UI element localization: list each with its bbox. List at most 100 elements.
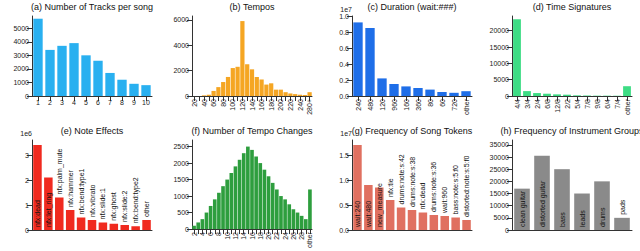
svg-text:0: 0	[185, 226, 189, 233]
svg-text:2000: 2000	[173, 67, 189, 74]
svg-text:nfx:slide:1: nfx:slide:1	[99, 188, 106, 220]
svg-text:(b) Tempos: (b) Tempos	[230, 2, 275, 12]
svg-text:drums:note:s:38: drums:note:s:38	[409, 157, 416, 207]
svg-text:0.2: 0.2	[339, 77, 349, 84]
svg-text:40: 40	[201, 99, 208, 107]
svg-text:0.5: 0.5	[339, 202, 349, 209]
svg-text:wait:960: wait:960	[441, 187, 448, 214]
svg-text:0.4: 0.4	[339, 61, 349, 68]
svg-text:9: 9	[132, 99, 136, 106]
svg-text:other: other	[143, 200, 150, 217]
svg-text:100: 100	[229, 99, 236, 111]
svg-text:nfx:dead: nfx:dead	[34, 200, 41, 227]
svg-text:20: 20	[265, 232, 272, 240]
svg-text:1.0: 1.0	[339, 177, 349, 184]
svg-text:2/2: 2/2	[564, 99, 571, 109]
svg-text:10000: 10000	[490, 202, 510, 209]
svg-text:(g) Frequency of Song Tokens: (g) Frequency of Song Tokens	[352, 126, 473, 136]
svg-text:60: 60	[439, 99, 446, 107]
svg-text:5/4: 5/4	[574, 99, 581, 109]
svg-text:24: 24	[282, 232, 289, 240]
svg-text:1.5: 1.5	[339, 152, 349, 159]
svg-text:6/4: 6/4	[604, 99, 611, 109]
svg-text:12: 12	[232, 232, 239, 240]
svg-text:3/4: 3/4	[524, 99, 531, 109]
svg-text:nfx:palm_mute: nfx:palm_mute	[56, 148, 64, 194]
svg-text:1000: 1000	[13, 79, 29, 86]
svg-text:20000: 20000	[490, 27, 510, 34]
svg-text:0.0: 0.0	[339, 227, 349, 234]
svg-text:2: 2	[191, 232, 198, 236]
svg-text:0: 0	[25, 93, 29, 100]
svg-text:0.6: 0.6	[339, 45, 349, 52]
svg-text:500: 500	[177, 209, 189, 216]
svg-text:7: 7	[108, 99, 112, 106]
svg-text:160: 160	[258, 99, 265, 111]
svg-text:nfx:dead: nfx:dead	[419, 183, 426, 210]
svg-text:wait:240: wait:240	[354, 201, 361, 228]
svg-text:1.0: 1.0	[339, 13, 349, 20]
svg-text:480: 480	[367, 99, 374, 111]
svg-text:3: 3	[60, 99, 64, 106]
svg-text:360: 360	[415, 99, 422, 111]
svg-text:0: 0	[185, 93, 189, 100]
svg-text:280+: 280+	[306, 99, 313, 115]
svg-text:2/4: 2/4	[534, 99, 541, 109]
svg-text:15000: 15000	[490, 190, 510, 197]
svg-text:15000: 15000	[490, 44, 510, 51]
svg-text:14: 14	[240, 232, 247, 240]
svg-text:(c) Duration (wait:###): (c) Duration (wait:###)	[367, 2, 456, 12]
svg-text:16: 16	[249, 232, 256, 240]
svg-text:18: 18	[257, 232, 264, 240]
svg-text:nfx:vibrato: nfx:vibrato	[89, 185, 96, 217]
svg-text:2000: 2000	[13, 65, 29, 72]
svg-text:28: 28	[298, 232, 305, 240]
svg-text:25000: 25000	[490, 166, 510, 173]
svg-text:1: 1	[25, 202, 29, 209]
svg-text:200: 200	[277, 99, 284, 111]
svg-text:nfx:ghost: nfx:ghost	[110, 192, 118, 220]
svg-text:7/4: 7/4	[614, 99, 621, 109]
svg-text:leads: leads	[579, 210, 586, 227]
svg-text:7/8: 7/8	[584, 99, 591, 109]
svg-text:nfx:tie: nfx:tie	[387, 178, 394, 197]
svg-text:5000: 5000	[13, 25, 29, 32]
svg-text:10: 10	[224, 232, 231, 240]
svg-text:5000: 5000	[493, 76, 509, 83]
svg-text:140: 140	[249, 99, 256, 111]
svg-text:0.8: 0.8	[339, 29, 349, 36]
svg-text:4/4: 4/4	[514, 99, 521, 109]
svg-text:5: 5	[84, 99, 88, 106]
svg-text:drums:note:s:36: drums:note:s:36	[430, 162, 437, 212]
svg-text:6/8: 6/8	[544, 99, 551, 109]
svg-text:distorted guitar: distorted guitar	[539, 180, 547, 227]
svg-text:4000: 4000	[13, 38, 29, 45]
svg-text:0.0: 0.0	[339, 93, 349, 100]
svg-text:180: 180	[268, 99, 275, 111]
svg-text:1e7: 1e7	[340, 130, 352, 137]
svg-text:4: 4	[199, 232, 206, 236]
svg-text:(h) Frequency of Instrument Gr: (h) Frequency of Instrument Groups	[500, 126, 640, 136]
svg-text:6: 6	[96, 99, 100, 106]
svg-text:1e6: 1e6	[20, 130, 32, 137]
svg-text:2: 2	[25, 177, 29, 184]
svg-text:240: 240	[355, 99, 362, 111]
svg-text:2: 2	[48, 99, 52, 106]
svg-text:(f) Number of Tempo Changes: (f) Number of Tempo Changes	[192, 126, 313, 136]
svg-text:10: 10	[142, 99, 150, 106]
svg-text:4000: 4000	[173, 42, 189, 49]
svg-text:80: 80	[427, 99, 434, 107]
svg-text:6000: 6000	[173, 16, 189, 23]
svg-text:1000: 1000	[173, 193, 189, 200]
svg-text:wait:480: wait:480	[365, 201, 372, 228]
svg-text:720: 720	[451, 99, 458, 111]
svg-text:clean guitar: clean guitar	[519, 190, 527, 227]
svg-text:other: other	[624, 98, 631, 115]
svg-text:20000: 20000	[490, 178, 510, 185]
svg-text:(d) Time Signatures: (d) Time Signatures	[533, 2, 612, 12]
svg-text:160: 160	[403, 99, 410, 111]
svg-text:bass:note:s:5:f0: bass:note:s:5:f0	[452, 165, 459, 215]
svg-text:bass: bass	[559, 212, 566, 227]
svg-text:1500: 1500	[173, 176, 189, 183]
svg-text:26: 26	[290, 232, 297, 240]
